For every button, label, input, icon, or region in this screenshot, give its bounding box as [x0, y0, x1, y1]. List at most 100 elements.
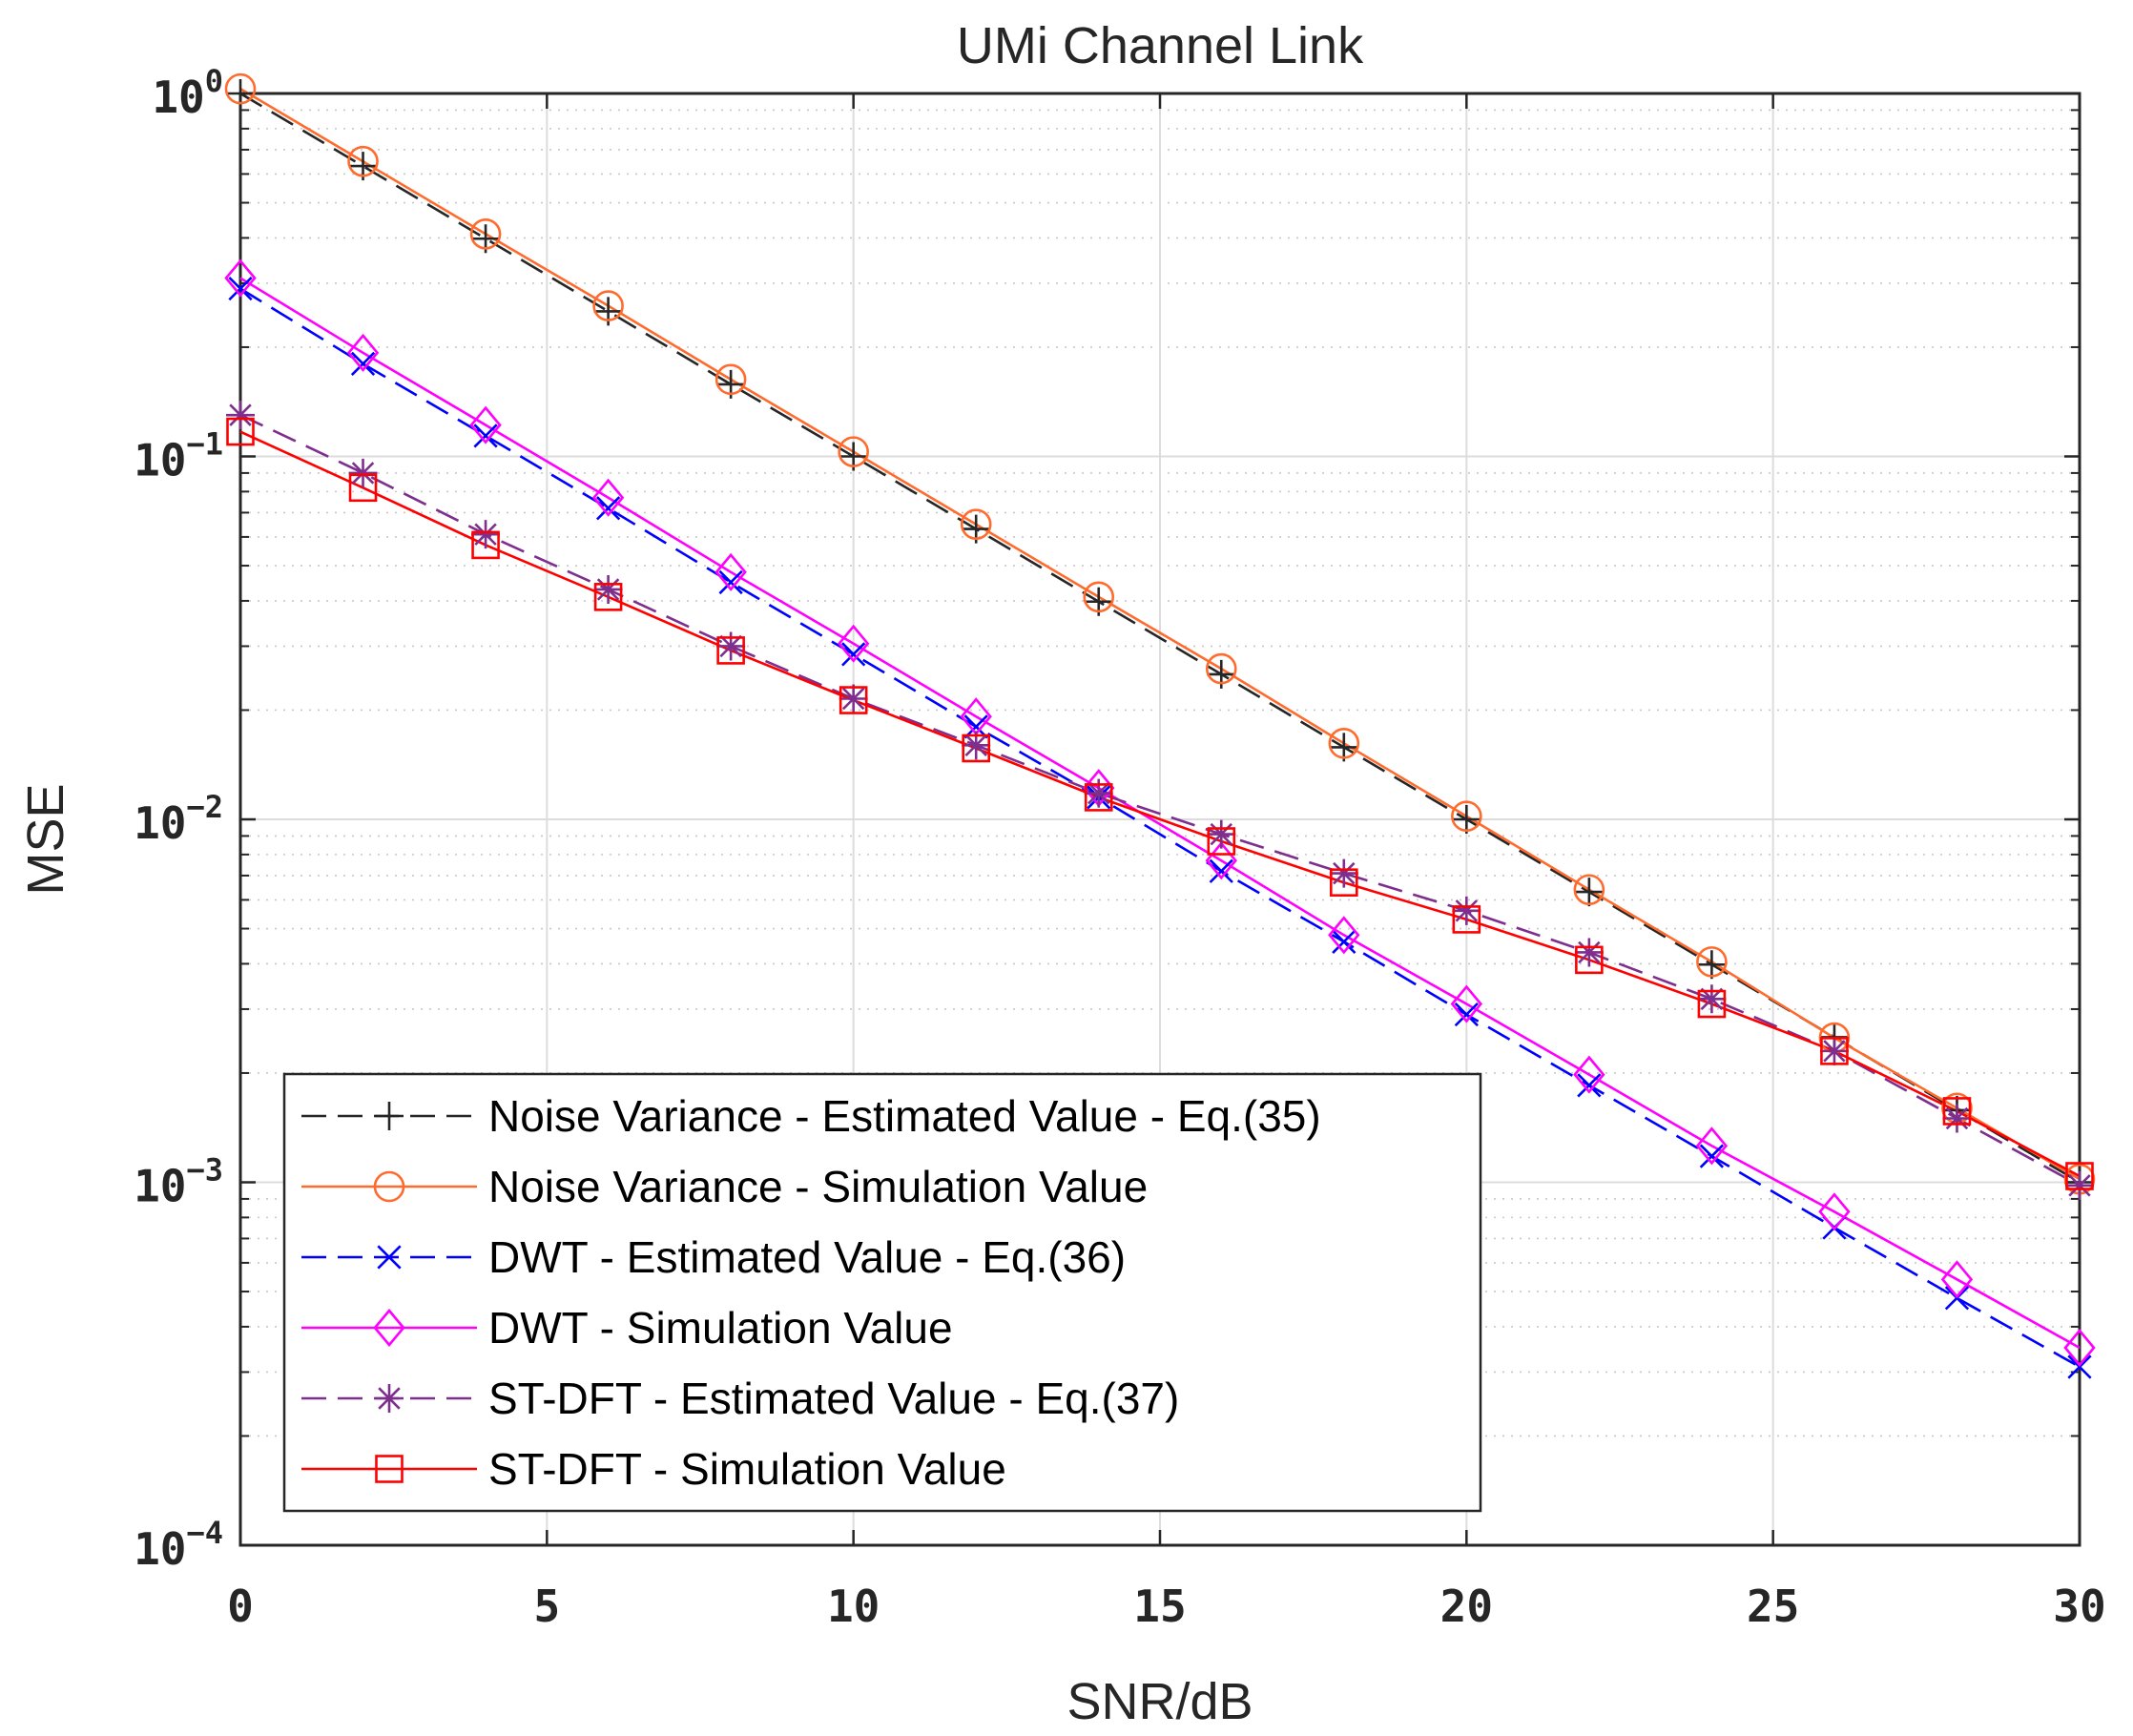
data-point-circle: [1205, 652, 1237, 685]
data-point-x: [2067, 1354, 2092, 1379]
series-line-5: [239, 413, 2081, 1187]
data-point-x: [1209, 858, 1233, 883]
legend-label: Noise Variance - Simulation Value: [488, 1162, 1148, 1211]
data-point-circle: [1451, 800, 1482, 833]
data-point-diamond: [469, 405, 502, 444]
data-point-x: [841, 642, 866, 667]
data-point-circle: [592, 290, 624, 321]
legend-marker: [373, 1308, 405, 1348]
legend-entry: DWT - Estimated Value - Eq.(36): [301, 1232, 1126, 1282]
legend-entry: Noise Variance - Simulation Value: [301, 1162, 1148, 1211]
y-tick-label: 10−1: [134, 426, 223, 486]
data-point-asterisk: [1697, 984, 1727, 1014]
data-point-x: [1454, 1002, 1479, 1027]
data-point-asterisk: [348, 458, 378, 487]
y-tick-label: 10−4: [134, 1515, 223, 1575]
legend-label: DWT - Estimated Value - Eq.(36): [488, 1232, 1126, 1282]
chart-title: UMi Channel Link: [957, 17, 1364, 74]
data-point-circle: [1328, 727, 1360, 759]
legend: Noise Variance - Estimated Value - Eq.(3…: [282, 1072, 1482, 1513]
series-line-6: [239, 430, 2081, 1178]
data-point-x: [1577, 1073, 1602, 1098]
data-point-diamond: [1695, 1126, 1729, 1166]
x-tick-label: 25: [1747, 1581, 1799, 1632]
data-point-square: [348, 473, 378, 503]
legend-label: DWT - Simulation Value: [488, 1303, 953, 1353]
data-point-circle: [224, 72, 257, 105]
x-tick-label: 15: [1133, 1581, 1186, 1632]
data-point-square: [593, 583, 623, 611]
series-line-4: [239, 277, 2081, 1350]
data-point-square: [1697, 989, 1727, 1019]
x-tick-label: 10: [827, 1581, 880, 1632]
data-point-asterisk: [1819, 1036, 1849, 1065]
axis-ticks: [238, 92, 2081, 1547]
data-point-diamond: [1818, 1192, 1851, 1231]
data-point-circle: [1573, 874, 1605, 906]
series-markers: [224, 72, 2096, 1379]
data-point-asterisk: [1084, 778, 1113, 808]
legend-marker: [373, 1170, 405, 1203]
data-point-x: [228, 276, 253, 301]
data-point-circle: [838, 436, 869, 467]
legend-marker: [375, 1384, 404, 1413]
data-point-square: [716, 636, 745, 665]
data-point-x: [1332, 929, 1356, 954]
data-point-square: [1330, 868, 1358, 897]
legend-label: ST-DFT - Simulation Value: [488, 1444, 1006, 1494]
data-point-diamond: [1940, 1260, 1974, 1299]
data-point-circle: [347, 145, 379, 177]
data-point-diamond: [837, 624, 870, 663]
data-point-square: [1942, 1097, 1972, 1126]
data-point-diamond: [224, 258, 257, 298]
data-point-asterisk: [2065, 1170, 2094, 1200]
data-point-plus: [1574, 878, 1604, 907]
legend-label: Noise Variance - Estimated Value - Eq.(3…: [488, 1091, 1321, 1141]
data-point-square: [1820, 1037, 1849, 1065]
data-point-square: [226, 417, 255, 446]
x-tick-label: 0: [227, 1581, 254, 1632]
data-point-asterisk: [226, 401, 255, 430]
data-point-circle: [960, 508, 992, 540]
data-point-asterisk: [471, 520, 501, 549]
data-point-square: [839, 686, 868, 714]
data-point-asterisk: [1452, 896, 1481, 925]
series-lines: [239, 87, 2081, 1369]
data-point-asterisk: [1329, 858, 1358, 888]
data-point-square: [1084, 783, 1113, 812]
data-point-square: [2065, 1162, 2094, 1190]
data-point-x: [718, 569, 743, 595]
legend-entry: ST-DFT - Simulation Value: [301, 1444, 1006, 1494]
data-point-asterisk: [716, 631, 746, 661]
x-tick-label: 30: [2053, 1581, 2105, 1632]
y-axis-label: MSE: [17, 783, 74, 895]
y-tick-label: 100: [152, 63, 223, 123]
legend-marker: [375, 1455, 404, 1483]
series-line-2: [239, 87, 2081, 1181]
y-tick-label: 10−3: [134, 1152, 223, 1212]
data-point-square: [962, 734, 991, 763]
data-point-circle: [1696, 946, 1728, 978]
data-point-circle: [469, 218, 502, 250]
data-point-square: [1575, 945, 1604, 975]
data-point-asterisk: [1207, 819, 1236, 849]
legend-entry: ST-DFT - Estimated Value - Eq.(37): [301, 1374, 1179, 1423]
legend-box: [282, 1072, 1482, 1513]
data-point-asterisk: [1942, 1104, 1972, 1133]
data-point-x: [473, 424, 498, 448]
data-point-asterisk: [839, 684, 868, 713]
x-tick-label: 5: [533, 1581, 560, 1632]
x-tick-labels: 0 5 10 15 20 25 30: [227, 1581, 2106, 1632]
x-tick-label: 20: [1440, 1581, 1493, 1632]
legend-marker: [377, 1245, 402, 1270]
data-point-asterisk: [1574, 938, 1604, 967]
data-point-asterisk: [593, 574, 623, 604]
y-tick-label: 10−2: [134, 789, 223, 849]
data-point-diamond: [1573, 1055, 1605, 1094]
legend-entry: Noise Variance - Estimated Value - Eq.(3…: [301, 1091, 1321, 1141]
data-point-square: [1452, 905, 1481, 934]
data-point-asterisk: [962, 731, 991, 760]
data-point-plus: [1697, 950, 1727, 980]
data-point-diamond: [346, 333, 380, 372]
